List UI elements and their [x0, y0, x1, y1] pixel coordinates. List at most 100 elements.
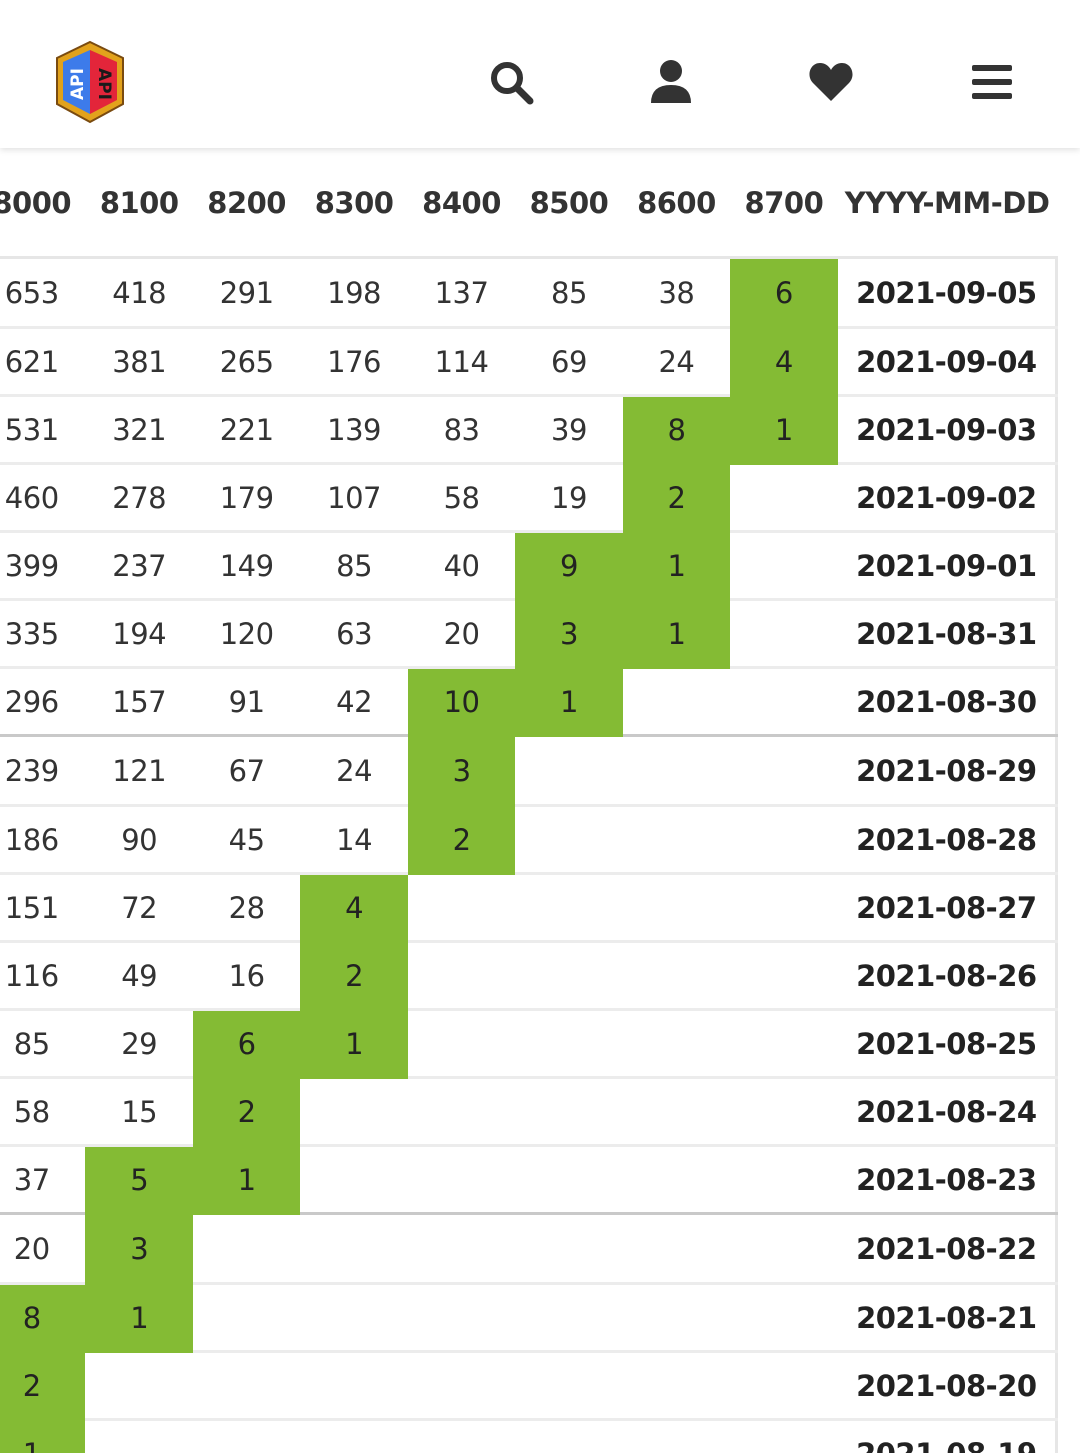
row-date: 2021-08-24 [837, 1077, 1058, 1147]
row-date: 2021-08-27 [837, 873, 1058, 943]
table-cell [407, 1351, 516, 1421]
table-cell: 121 [85, 735, 193, 807]
table-row: 58 15 2 2021-08-24 [0, 1077, 1058, 1147]
table-cell: 151 [0, 873, 86, 943]
row-date: 2021-08-22 [837, 1213, 1058, 1285]
table-row: 20 3 2021-08-22 [0, 1213, 1058, 1285]
profile-button[interactable] [631, 44, 711, 120]
table-row: 531 321 221 139 83 39 8 1 2021-09-03 [0, 395, 1058, 465]
column-header[interactable]: 8100 [85, 150, 193, 259]
table-cell: 418 [85, 257, 193, 329]
table-cell [515, 1213, 623, 1285]
table-cell: 49 [85, 941, 193, 1011]
table-cell [622, 1009, 731, 1079]
table-row: 621 381 265 176 114 69 24 4 2021-09-04 [0, 327, 1058, 397]
table-cell: 24 [300, 735, 408, 807]
date-column-header[interactable]: YYYY-MM-DD [837, 150, 1057, 259]
row-date: 2021-08-20 [837, 1351, 1058, 1421]
menu-icon [972, 65, 1012, 99]
table-cell [407, 873, 516, 943]
column-header[interactable]: 8600 [622, 150, 731, 259]
table-row: 239 121 67 24 3 2021-08-29 [0, 735, 1058, 807]
table-row: 1 2021-08-19 [0, 1419, 1058, 1453]
table-cell: 6 [730, 257, 838, 329]
table-cell: 1 [515, 667, 623, 737]
column-header[interactable]: 8700 [730, 150, 838, 259]
table-cell [85, 1351, 193, 1421]
table-row: 335 194 120 63 20 3 1 2021-08-31 [0, 599, 1058, 669]
table-cell [622, 735, 731, 807]
table-cell: 137 [407, 257, 516, 329]
table-cell [407, 1213, 516, 1285]
site-logo[interactable]: API API [53, 40, 127, 124]
column-header[interactable]: 8000 [0, 150, 86, 259]
table-cell: 28 [192, 873, 301, 943]
column-header[interactable]: 8200 [192, 150, 301, 259]
table-cell [622, 1351, 731, 1421]
table-cell: 42 [300, 667, 408, 737]
table-cell [730, 1213, 838, 1285]
table-cell: 460 [0, 463, 86, 533]
column-header[interactable]: 8500 [515, 150, 623, 259]
table-cell: 58 [0, 1077, 86, 1147]
table-row: 296 157 91 42 10 1 2021-08-30 [0, 667, 1058, 737]
table-cell: 278 [85, 463, 193, 533]
table-cell: 176 [300, 327, 408, 397]
table-cell [300, 1419, 408, 1453]
column-header[interactable]: 8300 [300, 150, 408, 259]
search-icon [491, 62, 534, 105]
top-navigation-bar: API API [0, 0, 1080, 148]
table-cell: 1 [0, 1419, 86, 1453]
menu-button[interactable] [952, 44, 1032, 120]
table-cell [515, 941, 623, 1011]
table-cell [730, 667, 838, 737]
heart-icon [809, 63, 853, 101]
table-cell [192, 1351, 301, 1421]
table-cell: 114 [407, 327, 516, 397]
table-cell [622, 1419, 731, 1453]
row-date: 2021-09-05 [837, 257, 1058, 329]
table-cell: 531 [0, 395, 86, 465]
table-cell [300, 1283, 408, 1353]
table-cell: 9 [515, 531, 623, 601]
table-cell: 1 [85, 1283, 193, 1353]
table-cell [407, 1283, 516, 1353]
row-date: 2021-08-19 [837, 1419, 1058, 1453]
table-cell: 39 [515, 395, 623, 465]
row-date: 2021-09-04 [837, 327, 1058, 397]
table-cell: 265 [192, 327, 301, 397]
table-cell: 2 [622, 463, 731, 533]
table-row: 151 72 28 4 2021-08-27 [0, 873, 1058, 943]
table-body: 653 418 291 198 137 85 38 6 2021-09-05 621 381 265 1… [0, 257, 1058, 1453]
table-cell: 8 [622, 395, 731, 465]
table-cell: 19 [515, 463, 623, 533]
table-cell: 24 [622, 327, 731, 397]
row-date: 2021-09-01 [837, 531, 1058, 601]
table-cell [622, 1077, 731, 1147]
column-header[interactable]: 8400 [407, 150, 516, 259]
table-cell: 63 [300, 599, 408, 669]
table-cell [407, 1009, 516, 1079]
search-button[interactable] [471, 44, 551, 120]
favorites-button[interactable] [791, 44, 871, 120]
user-icon [651, 60, 691, 103]
table-cell: 10 [407, 667, 516, 737]
table-cell [622, 667, 731, 737]
table-cell: 3 [515, 599, 623, 669]
table-cell: 69 [515, 327, 623, 397]
trophy-progress-table-container[interactable]: 8000 8100 8200 8300 8400 8500 8600 8700 … [0, 150, 1080, 1453]
row-date: 2021-08-21 [837, 1283, 1058, 1353]
table-cell [515, 735, 623, 807]
table-cell: 38 [622, 257, 731, 329]
table-cell: 1 [622, 599, 731, 669]
table-cell [515, 1009, 623, 1079]
table-cell: 2 [192, 1077, 301, 1147]
table-cell: 3 [407, 735, 516, 807]
table-cell: 107 [300, 463, 408, 533]
table-cell: 2 [300, 941, 408, 1011]
table-cell: 1 [192, 1145, 301, 1215]
row-date: 2021-08-26 [837, 941, 1058, 1011]
table-cell: 20 [407, 599, 516, 669]
table-cell: 20 [0, 1213, 86, 1285]
table-row: 186 90 45 14 2 2021-08-28 [0, 805, 1058, 875]
